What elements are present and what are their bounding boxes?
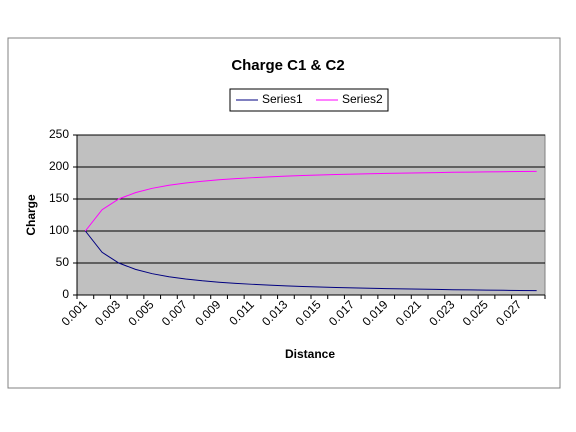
series-line (84, 170, 537, 232)
series-line (84, 230, 537, 292)
plot-area (76, 134, 546, 296)
y-tick-label: 50 (56, 255, 70, 269)
x-axis-title: Distance (285, 347, 335, 361)
y-tick-label: 0 (62, 287, 69, 301)
y-tick-label: 200 (49, 159, 69, 173)
legend-label: Series1 (262, 92, 303, 106)
legend-label: Series2 (342, 92, 383, 106)
y-axis-title: Charge (24, 194, 38, 236)
legend (229, 88, 389, 112)
y-tick-label: 100 (49, 223, 69, 237)
y-tick-label: 150 (49, 191, 69, 205)
y-tick-label: 250 (49, 127, 69, 141)
chart-title: Charge C1 & C2 (231, 57, 344, 74)
